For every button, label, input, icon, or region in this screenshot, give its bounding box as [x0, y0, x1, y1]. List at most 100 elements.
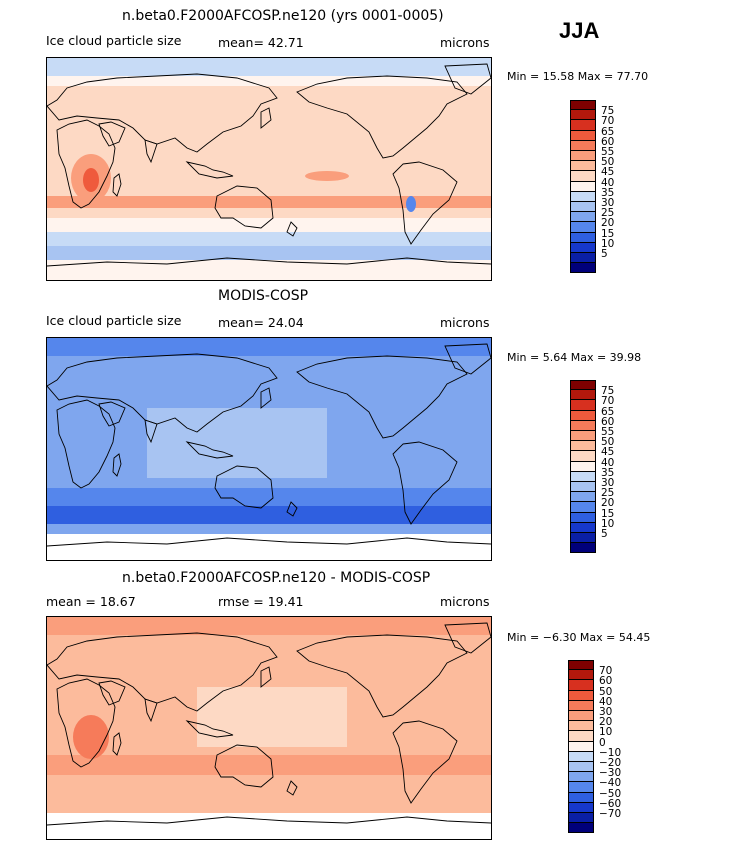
coastline	[112, 732, 122, 756]
coastline	[98, 401, 126, 427]
colorbar-tick-label: 35	[601, 186, 615, 199]
coastline	[112, 173, 122, 197]
colorbar-tick-label: 5	[601, 248, 608, 260]
colorbar-swatch	[568, 660, 594, 671]
colorbar-tick-label: −20	[599, 757, 622, 769]
coastline	[444, 622, 491, 654]
colorbar-tick-label: 65	[601, 405, 615, 418]
coastline	[47, 816, 491, 826]
colorbar-swatch	[570, 522, 596, 533]
coastline	[392, 441, 458, 525]
coastline	[112, 453, 122, 477]
panel-1-variable-label: Ice cloud particle size	[46, 33, 182, 48]
panel-2-minmax: Min = 5.64 Max = 39.98	[507, 351, 642, 364]
colorbar-tick-label: 20	[601, 497, 615, 510]
coastline	[56, 119, 116, 209]
colorbar-swatch	[568, 721, 594, 732]
colorbar-frame	[570, 100, 596, 274]
colorbar-swatch	[568, 731, 594, 742]
coastline	[444, 343, 491, 375]
coastline	[286, 780, 298, 796]
colorbar-tick-label: −70	[599, 808, 622, 820]
panel-3-units: microns	[440, 594, 490, 609]
colorbar-swatch	[568, 700, 594, 711]
coastline	[214, 185, 274, 229]
colorbar-tick-label: 25	[601, 487, 615, 500]
coastline	[214, 744, 274, 788]
colorbar-swatch	[570, 191, 596, 202]
coastline	[185, 441, 234, 459]
field-coldspot-andes	[406, 196, 416, 212]
coastline	[47, 632, 278, 712]
colorbar-tick-label: 65	[601, 125, 615, 138]
panel-1-units: microns	[440, 35, 490, 50]
colorbar-swatch	[570, 100, 596, 111]
season-label: JJA	[559, 18, 600, 43]
colorbar-swatch	[570, 212, 596, 223]
colorbar-tick-label: 40	[601, 456, 615, 469]
colorbar-tick-label: 20	[601, 217, 615, 230]
colorbar-tick-label: 5	[601, 528, 608, 540]
coastline	[296, 75, 468, 159]
colorbar-tick-label: 60	[601, 415, 615, 428]
field-band-south	[47, 755, 491, 775]
colorbar-swatch	[570, 222, 596, 233]
colorbar-swatch	[570, 151, 596, 162]
colorbar-swatch	[570, 253, 596, 264]
colorbar-tick-label: 50	[599, 685, 613, 698]
panel-3-map	[46, 616, 492, 840]
coastline	[296, 634, 468, 718]
colorbar-swatch	[570, 140, 596, 151]
colorbar-swatch	[570, 380, 596, 391]
colorbar-tick-label: −40	[599, 777, 622, 790]
colorbar-tick-label: 10	[601, 237, 615, 250]
field-missing-antarctica	[47, 813, 491, 839]
colorbar-swatch	[570, 202, 596, 213]
colorbar-swatch	[568, 751, 594, 762]
field-band-warm	[47, 196, 491, 208]
colorbar-tick-label: 55	[601, 426, 615, 438]
colorbar-swatch	[568, 762, 594, 773]
field-band-south-1	[47, 218, 491, 232]
coastline	[144, 698, 158, 723]
coastline	[98, 121, 126, 147]
colorbar-tick-label: 15	[601, 507, 615, 520]
colorbar-tick-label: 40	[601, 176, 615, 189]
field-band-north	[47, 58, 491, 76]
colorbar-swatch	[570, 400, 596, 411]
coastline	[144, 139, 158, 164]
colorbar-tick-label: 60	[599, 675, 613, 688]
panel-3-rmse-label: rmse = 19.41	[218, 594, 304, 609]
field-band-south-2	[47, 506, 491, 524]
panel-1-mean-label: mean= 42.71	[218, 35, 304, 50]
colorbar-swatch	[570, 482, 596, 493]
panel-2-map-svg	[47, 338, 491, 560]
coastline	[444, 63, 491, 95]
field-band-south-3	[47, 246, 491, 260]
colorbar-swatch	[570, 242, 596, 253]
field-band-north	[47, 617, 491, 635]
field-missing-antarctica	[47, 534, 491, 560]
panel-1-map	[46, 57, 492, 281]
coastline	[286, 501, 298, 517]
colorbar-tick-label: 70	[601, 395, 615, 408]
colorbar-swatch	[568, 741, 594, 752]
colorbar-swatch	[568, 711, 594, 722]
panel-3-mean-label: mean = 18.67	[46, 594, 136, 609]
coastline	[185, 161, 234, 179]
colorbar-swatch	[568, 782, 594, 793]
panel-1-title: n.beta0.F2000AFCOSP.ne120 (yrs 0001-0005…	[122, 8, 444, 24]
colorbar-swatch	[570, 492, 596, 503]
coastline	[56, 678, 116, 768]
panel-1-minmax: Min = 15.58 Max = 77.70	[507, 70, 649, 83]
colorbar-tick-label: 50	[601, 156, 615, 169]
field-band-north-2	[47, 76, 491, 86]
field-band-north	[47, 338, 491, 356]
colorbar-tick-label: −50	[599, 787, 622, 800]
colorbar-swatch	[570, 181, 596, 192]
coastline	[56, 399, 116, 489]
panel-2-map	[46, 337, 492, 561]
coastline	[185, 720, 234, 738]
field-band-south-2	[47, 232, 491, 246]
coastline	[47, 537, 491, 547]
